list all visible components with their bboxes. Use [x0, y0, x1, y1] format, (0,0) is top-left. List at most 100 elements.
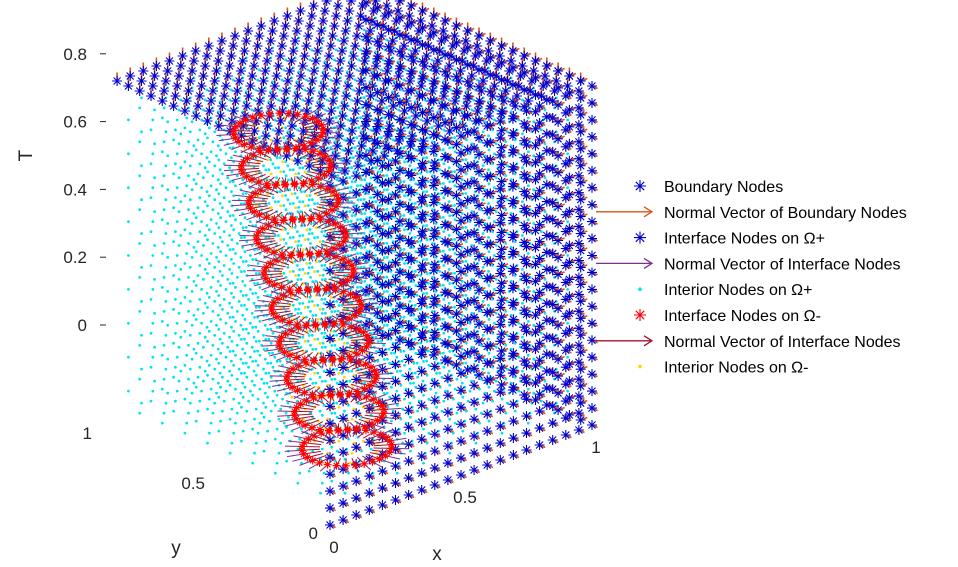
- boundary-node: [451, 309, 462, 320]
- interior-node-omega-plus: [262, 401, 265, 405]
- interior-node-omega-plus: [532, 188, 536, 192]
- interior-node-omega-plus: [309, 343, 312, 347]
- boundary-node: [416, 434, 427, 445]
- interior-node-omega-plus: [211, 174, 215, 178]
- boundary-node: [232, 86, 243, 96]
- interior-node-omega-plus: [293, 226, 297, 229]
- interior-node-omega-plus: [487, 134, 490, 138]
- interior-node-omega-plus: [311, 314, 315, 317]
- interior-node-omega-plus: [301, 200, 305, 204]
- interior-node-omega-plus: [219, 318, 223, 321]
- interior-node-omega-plus: [262, 367, 265, 371]
- interior-node-omega-plus: [334, 391, 337, 395]
- boundary-node: [403, 473, 414, 484]
- interior-node-omega-plus: [321, 341, 325, 345]
- interior-node-omega-plus: [174, 264, 177, 267]
- interior-node-omega-plus: [183, 262, 187, 265]
- boundary-node: [482, 358, 493, 369]
- interior-node-omega-plus: [234, 286, 237, 289]
- interior-node-omega-plus: [504, 343, 508, 347]
- boundary-node: [310, 56, 321, 66]
- boundary-node: [351, 493, 362, 504]
- interior-node-omega-minus: [290, 395, 294, 399]
- interior-node-omega-plus: [256, 330, 260, 333]
- boundary-node: [356, 76, 367, 86]
- interior-node-omega-plus: [273, 268, 277, 271]
- interior-node-omega-plus: [438, 337, 442, 341]
- interior-node-omega-plus: [207, 397, 211, 401]
- interior-node-omega-minus: [279, 238, 283, 242]
- interior-node-omega-plus: [185, 184, 189, 188]
- boundary-node: [343, 146, 354, 156]
- boundary-node: [177, 51, 188, 61]
- interior-node-omega-plus: [243, 250, 247, 254]
- boundary-node: [416, 366, 427, 377]
- interior-node-omega-plus: [388, 361, 391, 365]
- interior-node-omega-plus: [237, 367, 241, 371]
- interior-node-omega-plus: [526, 252, 530, 255]
- boundary-node: [353, 161, 363, 171]
- boundary-node: [265, 36, 276, 46]
- interior-node-omega-plus: [337, 304, 341, 307]
- interior-node-omega-plus: [198, 230, 202, 234]
- interior-node-omega-plus: [187, 242, 190, 245]
- interior-node-omega-plus: [172, 341, 176, 345]
- interior-node-omega-plus: [202, 244, 205, 247]
- interior-node-omega-plus: [205, 359, 209, 363]
- boundary-node: [429, 446, 440, 457]
- interior-node-omega-plus: [264, 405, 268, 409]
- interior-node-omega-plus: [408, 164, 412, 168]
- boundary-node: [351, 510, 362, 520]
- interior-node-omega-minus: [303, 170, 307, 174]
- interior-node-omega-plus: [222, 399, 226, 403]
- interior-node-omega-plus: [350, 301, 353, 305]
- boundary-node: [484, 111, 494, 121]
- interior-node-omega-plus: [374, 219, 377, 223]
- interior-node-omega-plus: [273, 389, 277, 393]
- interior-node-omega-plus: [382, 391, 386, 395]
- interior-node-omega-plus: [162, 411, 166, 415]
- interior-node-omega-plus: [532, 256, 536, 259]
- interior-node-omega-plus: [234, 218, 237, 222]
- interior-node-omega-plus: [448, 451, 452, 455]
- interior-node-omega-plus: [234, 320, 237, 323]
- interior-node-omega-plus: [532, 357, 536, 361]
- boundary-node: [462, 331, 473, 342]
- interior-node-omega-plus: [493, 254, 496, 257]
- interior-node-omega-plus: [425, 258, 428, 261]
- interior-node-omega-minus: [315, 260, 318, 263]
- boundary-node: [462, 212, 473, 223]
- interior-node-omega-plus: [232, 228, 236, 232]
- interior-node-omega-plus: [310, 285, 314, 289]
- boundary-node: [247, 71, 258, 81]
- boundary-node: [325, 401, 335, 412]
- interior-node-omega-plus: [408, 198, 412, 202]
- interior-node-omega-plus: [357, 126, 361, 130]
- boundary-node: [575, 126, 586, 137]
- interior-node-omega-plus: [478, 421, 481, 425]
- boundary-node: [390, 495, 401, 505]
- interior-node-omega-plus: [268, 385, 271, 389]
- interior-node-omega-plus: [200, 254, 204, 257]
- interior-node-omega-plus: [318, 260, 321, 263]
- interior-node-omega-plus: [244, 361, 248, 365]
- interior-node-omega-plus: [532, 290, 536, 293]
- boundary-node: [269, 81, 280, 91]
- interior-node-omega-plus: [306, 305, 310, 309]
- interior-node-omega-plus: [402, 248, 406, 251]
- interior-node-omega-plus: [299, 311, 303, 315]
- interior-node-omega-plus: [374, 287, 377, 291]
- boundary-node: [462, 127, 473, 138]
- interior-node-omega-plus: [400, 359, 404, 363]
- interior-node-omega-plus: [228, 166, 232, 170]
- interior-node-omega-plus: [282, 136, 286, 140]
- boundary-node: [343, 81, 353, 91]
- interior-node-omega-plus: [138, 242, 142, 245]
- boundary-node: [429, 395, 440, 406]
- interior-node-omega-plus: [388, 395, 391, 399]
- interior-node-omega-plus: [215, 256, 218, 259]
- interior-node-omega-plus: [188, 266, 192, 269]
- interior-node-omega-plus: [314, 313, 318, 317]
- interior-node-omega-plus: [438, 168, 442, 172]
- interior-node-omega-plus: [280, 214, 284, 217]
